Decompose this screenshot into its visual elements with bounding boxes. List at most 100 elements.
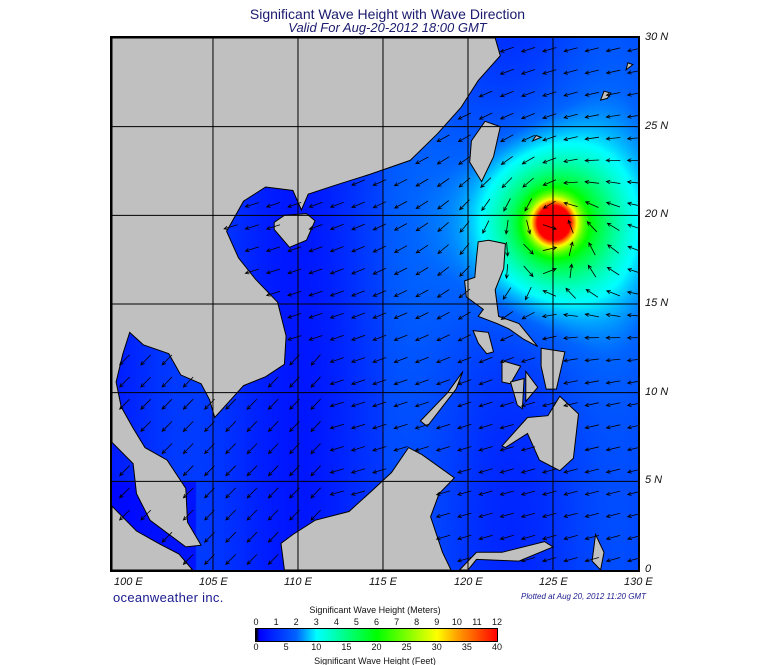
wave-direction-arrow bbox=[541, 490, 557, 496]
wave-direction-arrow bbox=[499, 446, 514, 452]
wave-direction-arrow bbox=[246, 398, 258, 410]
wave-direction-arrow bbox=[225, 554, 237, 565]
wave-direction-arrow bbox=[605, 312, 621, 318]
wave-direction-arrow bbox=[562, 313, 578, 318]
wave-direction-arrow bbox=[436, 178, 450, 188]
land-negros bbox=[509, 377, 525, 410]
land-sulawesi bbox=[458, 541, 555, 570]
wave-direction-arrow bbox=[204, 465, 215, 477]
wave-direction-arrow bbox=[415, 200, 429, 210]
wave-direction-arrow bbox=[393, 379, 408, 386]
wave-direction-arrow bbox=[459, 199, 470, 211]
wave-direction-arrow bbox=[415, 267, 429, 276]
wave-direction-arrow bbox=[478, 356, 493, 364]
wave-direction-arrow bbox=[584, 490, 599, 496]
wave-direction-arrow bbox=[606, 266, 620, 276]
wave-direction-arrow bbox=[626, 290, 638, 295]
wave-direction-arrow bbox=[563, 47, 578, 53]
wave-direction-arrow bbox=[246, 554, 258, 565]
wave-direction-arrow bbox=[563, 402, 578, 408]
wave-direction-arrow bbox=[267, 509, 279, 521]
wave-direction-arrow bbox=[626, 136, 638, 141]
wave-direction-arrow bbox=[329, 446, 344, 452]
wave-direction-arrow bbox=[626, 558, 638, 563]
wave-direction-arrow bbox=[393, 334, 408, 341]
wave-direction-arrow bbox=[626, 114, 638, 119]
wave-direction-arrow bbox=[458, 156, 471, 165]
wave-direction-arrow bbox=[435, 446, 451, 452]
wave-direction-arrow bbox=[584, 402, 599, 407]
wave-direction-arrow bbox=[287, 290, 302, 297]
wave-direction-arrow bbox=[500, 155, 514, 165]
wave-direction-arrow bbox=[437, 200, 450, 210]
wave-direction-arrow bbox=[605, 335, 621, 340]
lat-label: 10 N bbox=[645, 385, 669, 398]
wave-direction-arrow bbox=[607, 244, 620, 254]
wave-direction-arrow bbox=[520, 557, 536, 563]
wave-direction-arrow bbox=[542, 179, 557, 186]
wave-direction-arrow bbox=[246, 465, 258, 477]
wave-direction-arrow bbox=[140, 376, 151, 388]
wave-direction-arrow bbox=[329, 201, 344, 208]
wave-direction-arrow bbox=[393, 312, 408, 319]
wave-direction-arrow bbox=[372, 446, 387, 452]
wave-direction-arrow bbox=[414, 312, 429, 319]
wave-direction-arrow bbox=[499, 512, 514, 518]
wave-direction-arrow bbox=[499, 112, 514, 120]
wave-direction-arrow bbox=[329, 268, 344, 275]
wave-direction-arrow bbox=[351, 201, 365, 208]
wave-direction-arrow bbox=[541, 313, 557, 319]
wave-direction-arrow bbox=[414, 334, 429, 341]
wave-direction-arrow bbox=[626, 402, 638, 407]
land-taiwan bbox=[469, 120, 501, 183]
wave-direction-arrow bbox=[563, 535, 578, 541]
wave-direction-arrow bbox=[584, 312, 600, 318]
wave-direction-arrow bbox=[562, 358, 578, 363]
wave-direction-arrow bbox=[329, 290, 344, 297]
colorbar-meter-tick: 12 bbox=[491, 617, 503, 627]
wave-direction-arrow bbox=[587, 264, 597, 278]
wave-direction-arrow bbox=[524, 286, 532, 301]
colorbar-meter-tick: 5 bbox=[353, 617, 359, 627]
wave-direction-arrow bbox=[588, 241, 596, 256]
wave-direction-arrow bbox=[520, 534, 536, 541]
wave-direction-arrow bbox=[246, 531, 258, 543]
wave-direction-arrow bbox=[267, 554, 279, 565]
wave-direction-arrow bbox=[568, 241, 574, 256]
wave-direction-arrow bbox=[500, 134, 514, 142]
wave-direction-arrow bbox=[393, 446, 408, 452]
wave-direction-arrow bbox=[310, 354, 321, 366]
wave-direction-arrow bbox=[584, 158, 600, 163]
wave-direction-arrow bbox=[204, 531, 215, 543]
wave-direction-arrow bbox=[289, 487, 300, 499]
wave-direction-arrow bbox=[372, 267, 387, 275]
wave-direction-arrow bbox=[435, 379, 451, 386]
wave-direction-arrow bbox=[350, 446, 366, 452]
wave-direction-arrow bbox=[308, 268, 323, 275]
wave-direction-arrow bbox=[542, 267, 557, 275]
wave-direction-arrow bbox=[372, 468, 387, 474]
wave-direction-arrow bbox=[182, 554, 194, 565]
wave-direction-arrow bbox=[308, 335, 323, 341]
wave-direction-arrow bbox=[499, 490, 514, 496]
wave-direction-arrow bbox=[584, 535, 600, 541]
plotted-timestamp: Plotted at Aug 20, 2012 11:20 GMT bbox=[521, 592, 646, 601]
wave-direction-arrow bbox=[350, 423, 366, 430]
wave-direction-arrows bbox=[118, 46, 638, 565]
wave-direction-arrow bbox=[626, 313, 638, 318]
wave-direction-arrow bbox=[584, 136, 600, 141]
wave-direction-arrow bbox=[267, 421, 279, 433]
wave-direction-arrow bbox=[329, 379, 344, 386]
wave-direction-arrow bbox=[308, 312, 323, 319]
wave-direction-arrow bbox=[504, 264, 509, 280]
wave-direction-arrow bbox=[435, 512, 451, 518]
wave-direction-arrow bbox=[372, 179, 387, 186]
wave-direction-arrow bbox=[626, 447, 638, 452]
wave-direction-arrow bbox=[436, 134, 450, 142]
wave-direction-arrow bbox=[626, 491, 638, 496]
wave-direction-arrow bbox=[626, 513, 638, 518]
wave-direction-arrow bbox=[436, 289, 450, 298]
wave-direction-arrow bbox=[499, 424, 514, 430]
colorbar-feet-tick: 5 bbox=[283, 642, 289, 652]
wave-direction-arrow bbox=[457, 423, 472, 430]
